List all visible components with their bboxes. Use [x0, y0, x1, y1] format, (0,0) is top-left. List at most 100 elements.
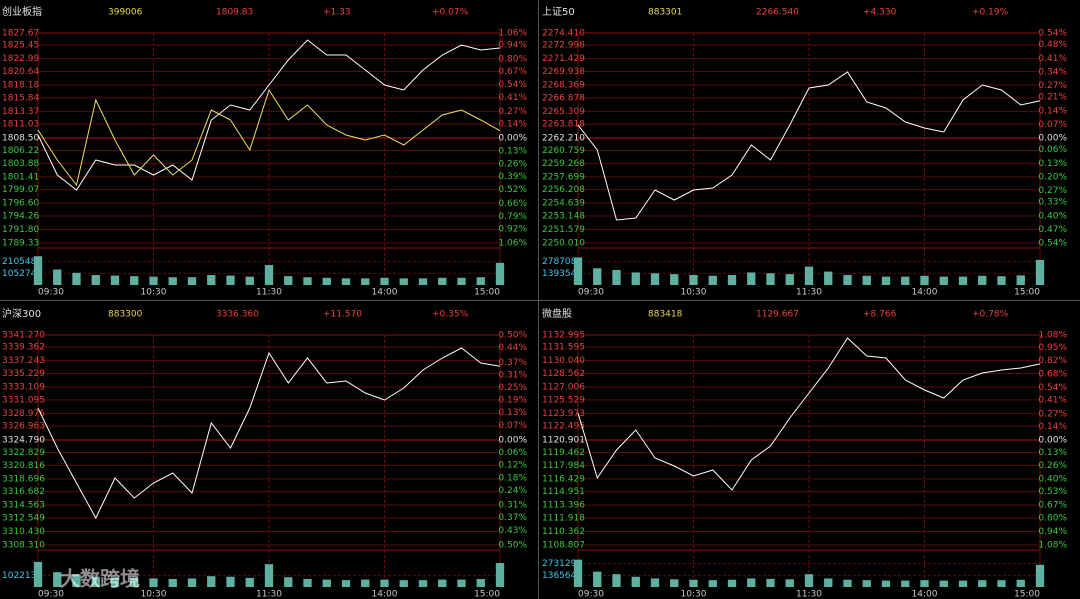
volume-bar [187, 277, 197, 285]
quote-field: 1129.667 [756, 310, 799, 320]
quote-field: +0.78% [972, 310, 1009, 320]
y2-tick-label: 0.27% [1038, 81, 1067, 91]
volume-tick-label: 2105484 [2, 257, 42, 267]
volume-bar [785, 274, 794, 285]
volume-bar [168, 579, 177, 587]
y-tick-label: 3310.430 [2, 527, 45, 537]
volume-bar [438, 277, 447, 285]
volume-bar [322, 579, 331, 587]
y-tick-label: 3312.549 [2, 513, 45, 523]
y-tick-label: 1128.562 [542, 369, 585, 379]
y2-tick-label: 0.41% [498, 93, 527, 103]
y2-tick-label: 1.06% [498, 239, 527, 249]
volume-bar [939, 580, 948, 587]
volume-bar [361, 579, 370, 587]
volume-bar [804, 574, 814, 587]
y2-tick-label: 0.54% [1038, 29, 1067, 39]
quote-field: +0.07% [432, 8, 469, 18]
volume-tick-label: 136564 [542, 571, 577, 581]
volume-bar [130, 577, 139, 587]
volume-bar [689, 274, 698, 285]
y-tick-label: 3333.109 [2, 382, 45, 392]
y2-tick-label: 0.82% [1038, 356, 1067, 366]
volume-bar [72, 272, 81, 285]
x-tick-label: 09:30 [578, 590, 604, 599]
y-tick-label: 1117.984 [542, 461, 585, 471]
volume-bar [862, 275, 871, 285]
volume-bar [438, 579, 447, 587]
y2-tick-label: 0.44% [498, 343, 527, 353]
y-tick-label: 2266.878 [542, 93, 585, 103]
y-tick-label: 1113.396 [542, 501, 585, 511]
y-tick-label: 1818.18 [2, 80, 39, 90]
volume-bar [361, 278, 370, 285]
y-tick-label: 1803.88 [2, 159, 39, 169]
volume-bar [573, 559, 583, 587]
x-tick-label: 10:30 [681, 590, 707, 599]
volume-bar [476, 277, 485, 285]
x-tick-label: 10:30 [141, 288, 167, 298]
volume-bar [631, 576, 640, 587]
quote-field: +11.570 [323, 310, 362, 320]
y-tick-label: 1789.33 [2, 239, 39, 249]
volume-bar [110, 577, 120, 587]
y2-tick-label: 0.26% [1038, 461, 1067, 471]
y2-tick-label: 0.25% [498, 383, 527, 393]
x-tick-label: 11:30 [256, 288, 282, 298]
y-tick-label: 1799.07 [2, 185, 39, 195]
volume-bar [91, 576, 100, 587]
y2-tick-label: 0.67% [1038, 501, 1067, 511]
volume-bar [766, 273, 775, 285]
x-tick-label: 14:00 [912, 590, 938, 599]
volume-bar [380, 579, 389, 587]
y2-tick-label: 1.08% [1038, 331, 1067, 341]
panel-title: 上证50 [542, 6, 575, 18]
volume-bar [284, 276, 293, 285]
y-tick-label: 3324.790 [2, 436, 45, 446]
x-tick-label: 11:30 [796, 288, 822, 298]
quote-field: 399006 [108, 8, 143, 18]
y2-tick-label: 0.07% [1038, 120, 1067, 130]
y2-tick-label: 0.54% [1038, 383, 1067, 393]
y-tick-label: 1108.807 [542, 541, 585, 551]
volume-bar [708, 580, 717, 587]
volume-bar [303, 277, 312, 285]
price-line [37, 39, 501, 191]
volume-bar [1016, 579, 1025, 587]
y-tick-label: 1808.50 [2, 134, 39, 144]
y2-tick-label: 0.37% [498, 358, 527, 368]
volume-bar [593, 268, 602, 285]
volume-bar [476, 579, 485, 587]
y2-tick-label: 0.41% [1038, 54, 1067, 64]
volume-bar [881, 580, 891, 587]
y2-tick-label: 0.00% [498, 134, 527, 144]
volume-bar [939, 276, 948, 285]
y-tick-label: 1125.529 [542, 395, 585, 405]
x-tick-label: 10:30 [141, 590, 167, 599]
y-tick-label: 3335.229 [2, 369, 45, 379]
y-tick-label: 2271.429 [542, 54, 585, 64]
x-tick-label: 11:30 [796, 590, 822, 599]
volume-bar [862, 580, 871, 587]
y2-tick-label: 0.12% [498, 461, 527, 471]
y2-tick-label: 0.00% [498, 436, 527, 446]
volume-bar [920, 580, 929, 587]
y-tick-label: 1825.45 [2, 41, 39, 51]
y2-tick-label: 0.14% [1038, 106, 1067, 116]
y2-tick-label: 0.34% [1038, 67, 1067, 77]
y-tick-label: 1813.37 [2, 107, 39, 117]
volume-bar [766, 578, 775, 587]
volume-bar [1035, 564, 1045, 587]
y-tick-label: 3337.243 [2, 356, 45, 366]
quote-field: +4.330 [863, 8, 897, 18]
y-tick-label: 1132.995 [542, 331, 585, 341]
y-tick-label: 1796.60 [2, 199, 39, 209]
y2-tick-label: 0.92% [498, 225, 527, 235]
x-tick-label: 10:30 [681, 288, 707, 298]
y2-tick-label: 0.54% [1038, 239, 1067, 249]
volume-bar [997, 276, 1006, 285]
volume-bar [53, 269, 62, 285]
y-tick-label: 1822.99 [2, 54, 39, 64]
